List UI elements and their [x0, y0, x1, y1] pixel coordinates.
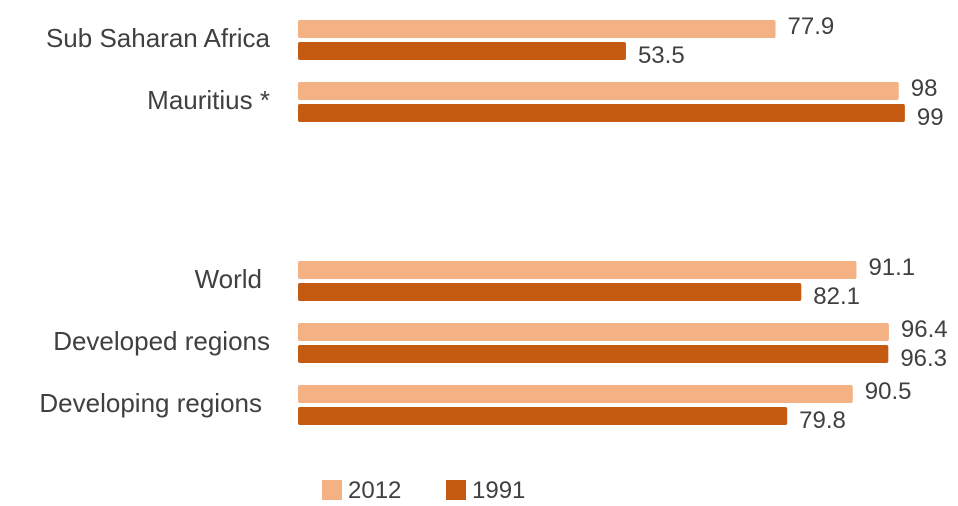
- value-label-2012: 77.9: [788, 13, 835, 40]
- legend-label: 2012: [348, 477, 401, 504]
- bar-2012: [298, 261, 857, 279]
- bar-2012: [298, 20, 776, 38]
- bar-2012: [298, 82, 899, 100]
- bar-2012: [298, 385, 853, 403]
- value-label-2012: 91.1: [868, 254, 915, 281]
- bar-1991: [298, 42, 626, 60]
- category-label: World: [195, 264, 262, 294]
- value-label-1991: 99: [917, 104, 944, 131]
- value-label-1991: 82.1: [813, 283, 860, 310]
- category-labels: Sub Saharan Africa Mauritius * World Develo…: [39, 23, 270, 418]
- category-label: Sub Saharan Africa: [46, 23, 271, 53]
- category-label: Mauritius *: [147, 85, 270, 115]
- bar-1991: [298, 104, 905, 122]
- value-label-2012: 98: [911, 75, 938, 102]
- plot-area: [298, 20, 905, 425]
- bar-1991: [298, 345, 889, 363]
- value-label-2012: 96.4: [901, 316, 948, 343]
- bar-1991: [298, 283, 802, 301]
- value-label-1991: 96.3: [900, 345, 947, 372]
- category-label: Developed regions: [53, 326, 270, 356]
- bar-1991: [298, 407, 788, 425]
- legend-label: 1991: [472, 477, 525, 504]
- category-label: Developing regions: [39, 388, 262, 418]
- value-label-2012: 90.5: [865, 378, 912, 405]
- legend-swatch-1991: [446, 480, 466, 500]
- value-label-1991: 79.8: [799, 407, 846, 434]
- legend: 2012 1991: [322, 477, 525, 504]
- value-label-1991: 53.5: [638, 42, 685, 69]
- bar-2012: [298, 323, 889, 341]
- legend-swatch-2012: [322, 480, 342, 500]
